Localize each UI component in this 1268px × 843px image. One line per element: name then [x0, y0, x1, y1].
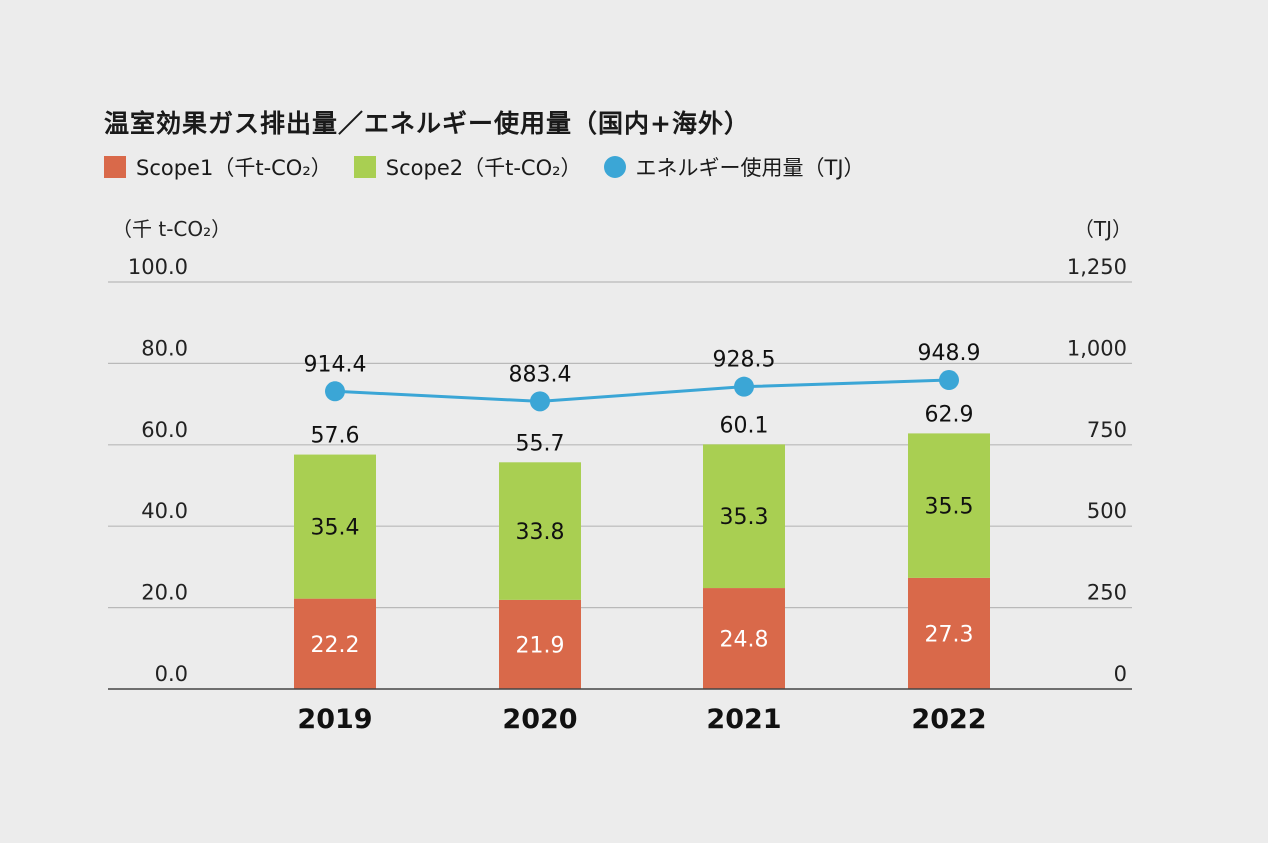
line-point-energy	[530, 391, 550, 412]
bar-scope1	[499, 599, 581, 689]
y-tick-label-right: 1,250	[1067, 255, 1127, 279]
data-label-total: 60.1	[720, 413, 769, 438]
line-point-energy	[734, 376, 754, 397]
legend-marker-energy	[603, 156, 626, 178]
y-axis-unit-right: （TJ）	[1074, 217, 1132, 241]
legend-item-scope2: Scope2（千t-CO₂）	[353, 152, 582, 182]
chart-title: 温室効果ガス排出量／エネルギー使用量（国内+海外）	[104, 109, 750, 138]
y-tick-label-left: 60.0	[141, 418, 188, 442]
legend-label-energy: エネルギー使用量（TJ）	[635, 156, 865, 180]
data-label-energy: 928.5	[713, 348, 776, 373]
data-label-total: 55.7	[516, 431, 565, 456]
data-label-total: 62.9	[925, 402, 974, 427]
bar-scope2	[908, 433, 990, 578]
legend-swatch-scope1	[104, 156, 126, 178]
y-tick-label-left: 40.0	[141, 499, 188, 523]
series-line-energy	[334, 378, 950, 403]
data-label-scope1: 24.8	[720, 628, 769, 653]
x-tick-label: 2021	[706, 704, 781, 735]
data-label-scope1: 21.9	[516, 633, 565, 658]
data-label-scope2: 35.3	[720, 505, 769, 530]
data-label-scope2: 35.5	[925, 495, 974, 520]
line-point-energy	[325, 381, 345, 402]
y-tick-label-right: 500	[1087, 499, 1127, 523]
y-tick-label-left: 100.0	[128, 255, 188, 279]
data-label-scope2: 35.4	[311, 516, 360, 541]
x-tick-label: 2020	[502, 704, 577, 735]
data-label-energy: 883.4	[509, 362, 572, 387]
bar-scope1	[908, 577, 990, 689]
y-tick-label-left: 0.0	[155, 662, 188, 686]
data-label-total: 57.6	[311, 424, 360, 449]
y-tick-label-right: 1,000	[1067, 336, 1127, 360]
bar-scope2	[499, 462, 581, 600]
y-tick-label-right: 250	[1087, 581, 1127, 605]
data-label-scope2: 33.8	[516, 520, 565, 545]
legend-label-scope1: Scope1（千t-CO₂）	[136, 156, 332, 180]
y-tick-label-right: 0	[1114, 662, 1127, 686]
x-tick-label: 2022	[911, 704, 986, 735]
legend-item-scope1: Scope1（千t-CO₂）	[104, 152, 332, 182]
data-label-energy: 948.9	[918, 341, 981, 366]
legend-swatch-scope2	[353, 156, 376, 178]
y-tick-label-right: 750	[1087, 418, 1127, 442]
bar-scope2	[703, 444, 785, 589]
legend-label-scope2: Scope2（千t-CO₂）	[385, 156, 582, 180]
data-label-scope1: 22.2	[311, 633, 360, 658]
bar-scope1	[294, 598, 376, 689]
line-point-energy	[939, 370, 959, 391]
y-axis-unit-left: （千 t-CO₂）	[112, 217, 231, 241]
y-tick-label-left: 20.0	[141, 581, 188, 605]
legend-item-energy: エネルギー使用量（TJ）	[603, 152, 865, 182]
bar-scope1	[703, 588, 785, 689]
data-label-scope1: 27.3	[925, 622, 974, 647]
x-tick-label: 2019	[297, 704, 372, 735]
legend: Scope1（千t-CO₂） Scope2（千t-CO₂） エネルギー使用量（T…	[104, 152, 887, 182]
bar-scope2	[294, 454, 376, 599]
data-label-energy: 914.4	[304, 352, 367, 377]
y-tick-label-left: 80.0	[141, 336, 188, 360]
